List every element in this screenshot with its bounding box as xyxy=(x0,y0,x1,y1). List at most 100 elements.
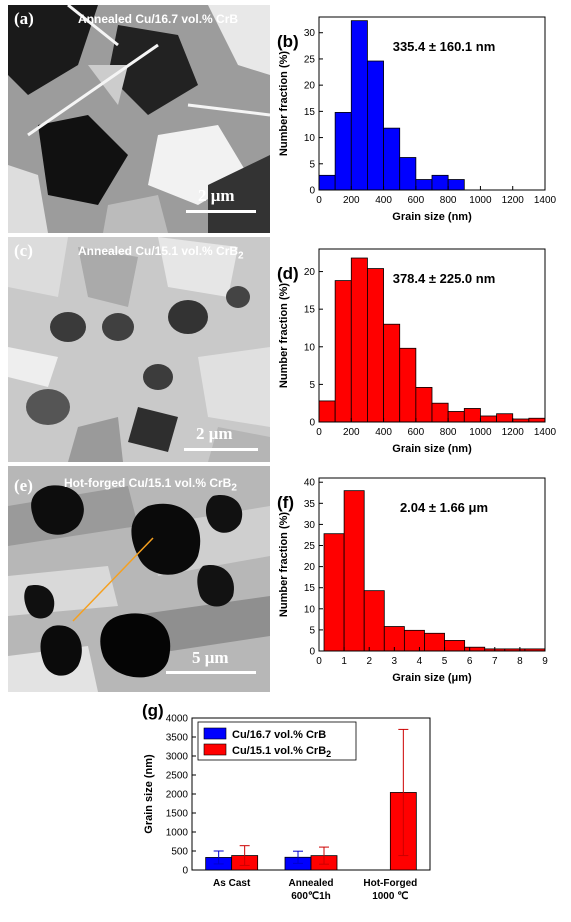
x-tick-label: 1400 xyxy=(534,427,557,438)
x-axis-label: Grain size (nm) xyxy=(392,443,472,455)
category-label-line2: 1000 ℃ xyxy=(372,891,408,902)
category-label: Annealed xyxy=(288,878,333,889)
y-tick-label: 5 xyxy=(309,159,315,170)
micrograph-c-image xyxy=(8,237,270,462)
y-tick-label: 25 xyxy=(304,54,316,65)
histogram-bar xyxy=(464,646,486,652)
legend-label: Cu/15.1 vol.% CrB2 xyxy=(232,745,331,759)
x-tick-label: 3 xyxy=(392,656,398,667)
histogram-bar xyxy=(334,112,352,191)
legend-swatch xyxy=(203,743,227,756)
histogram-f: 0 1 2 3 4 5 6 7 8 9 0 5 10 15 20 25 30 35 40 Grain size (μm… xyxy=(277,477,548,684)
y-axis-label: Number fraction (%) xyxy=(278,283,290,388)
x-tick-label: 0 xyxy=(316,656,322,667)
histogram-bar xyxy=(403,629,425,652)
category-label-line2: 600℃1h xyxy=(291,891,331,902)
histogram-bar xyxy=(318,174,336,191)
y-tick-label: 20 xyxy=(304,81,316,92)
y-tick-label: 5 xyxy=(309,380,315,391)
histogram-bar xyxy=(444,640,466,652)
y-tick-label: 2000 xyxy=(166,790,189,801)
panel-letter: (g) xyxy=(142,704,164,720)
histogram-bar xyxy=(383,323,401,423)
scale-bar-e xyxy=(166,671,256,674)
x-tick-label: 800 xyxy=(440,195,457,206)
histogram-bar xyxy=(431,402,449,423)
x-tick-label: 9 xyxy=(542,656,548,667)
histogram-bar xyxy=(350,257,368,423)
histogram-bar xyxy=(528,417,546,423)
x-tick-label: 0 xyxy=(316,195,322,206)
panel-letter-a: (a) xyxy=(14,9,34,28)
panel-letter-e: (e) xyxy=(14,476,33,495)
y-tick-label: 20 xyxy=(304,562,316,573)
statistics-annotation: 378.4 ± 225.0 nm xyxy=(393,271,496,286)
micrograph-a-image xyxy=(8,5,270,233)
y-tick-label: 10 xyxy=(304,133,316,144)
legend-swatch xyxy=(203,727,227,740)
panel-letter: (b) xyxy=(277,32,299,51)
x-tick-label: 1200 xyxy=(502,427,525,438)
histogram-bar xyxy=(399,157,417,191)
y-axis-label: Grain size (nm) xyxy=(143,754,155,834)
category-label: Hot-Forged xyxy=(363,878,417,889)
histogram-bar xyxy=(399,347,417,423)
x-tick-label: 5 xyxy=(442,656,448,667)
legend-label-subscript: 2 xyxy=(326,749,331,759)
y-tick-label: 0 xyxy=(309,647,315,658)
scale-bar-c xyxy=(184,448,258,451)
x-axis-label: Grain size (nm) xyxy=(392,211,472,223)
micrograph-e-image xyxy=(8,466,270,692)
histogram-bar xyxy=(447,179,465,191)
x-tick-label: 1000 xyxy=(469,427,492,438)
histogram-d: 0 200 400 600 800 1000 1200 1400 0 5 10 15 20 Grain s… xyxy=(277,248,557,455)
y-axis-label: Number fraction (%) xyxy=(278,51,290,156)
histogram-bar xyxy=(318,400,336,423)
histogram-bar xyxy=(447,411,465,423)
panel-letter-c: (c) xyxy=(14,241,33,260)
histogram-bar xyxy=(350,20,368,191)
micrograph-c: (c) Annealed Cu/15.1 vol.% CrB2 2 μm xyxy=(8,237,270,462)
plot-frame xyxy=(318,477,546,652)
panel-letter: (f) xyxy=(277,493,294,512)
histogram-bar xyxy=(415,386,433,423)
micrograph-e: (e) Hot-forged Cu/15.1 vol.% CrB2 5 μm xyxy=(8,466,270,692)
histogram-bar xyxy=(480,415,497,423)
micrograph-e-title: Hot-forged Cu/15.1 vol.% CrB2 xyxy=(64,476,237,494)
histogram-bar xyxy=(343,490,365,652)
histogram-bar xyxy=(463,408,481,423)
y-tick-label: 3000 xyxy=(166,752,189,763)
x-tick-label: 200 xyxy=(343,195,360,206)
plot-frame xyxy=(318,248,546,423)
x-tick-label: 0 xyxy=(316,427,322,438)
category-label: As Cast xyxy=(213,878,251,889)
histogram-bar xyxy=(415,179,433,191)
x-axis-label: Grain size (μm) xyxy=(392,672,472,684)
x-tick-label: 1200 xyxy=(502,195,525,206)
y-tick-label: 1000 xyxy=(166,828,189,839)
scale-label-a: 2 μm xyxy=(198,186,235,205)
legend-label: Cu/16.7 vol.% CrB xyxy=(232,729,326,741)
histogram-b: 0 200 400 600 800 1000 1200 1400 0 5 10 15 20 25 30 Gra… xyxy=(277,16,557,223)
y-tick-label: 10 xyxy=(304,342,316,353)
histogram-bar xyxy=(424,632,445,652)
x-tick-label: 7 xyxy=(492,656,498,667)
y-tick-label: 10 xyxy=(304,604,316,615)
histogram-bar xyxy=(496,413,514,423)
x-tick-label: 4 xyxy=(417,656,423,667)
y-tick-label: 15 xyxy=(304,583,316,594)
histogram-bar xyxy=(363,590,385,652)
x-tick-label: 600 xyxy=(408,195,425,206)
y-tick-label: 40 xyxy=(304,478,316,489)
x-tick-label: 1400 xyxy=(534,195,557,206)
y-tick-label: 35 xyxy=(304,499,316,510)
histogram-bar xyxy=(367,60,384,191)
scale-bar-a xyxy=(186,210,256,213)
y-tick-label: 3500 xyxy=(166,733,189,744)
x-tick-label: 6 xyxy=(467,656,473,667)
y-tick-label: 500 xyxy=(171,847,188,858)
histogram-bar xyxy=(383,127,401,191)
x-tick-label: 2 xyxy=(366,656,372,667)
x-tick-label: 1000 xyxy=(469,195,492,206)
y-tick-label: 5 xyxy=(309,625,315,636)
